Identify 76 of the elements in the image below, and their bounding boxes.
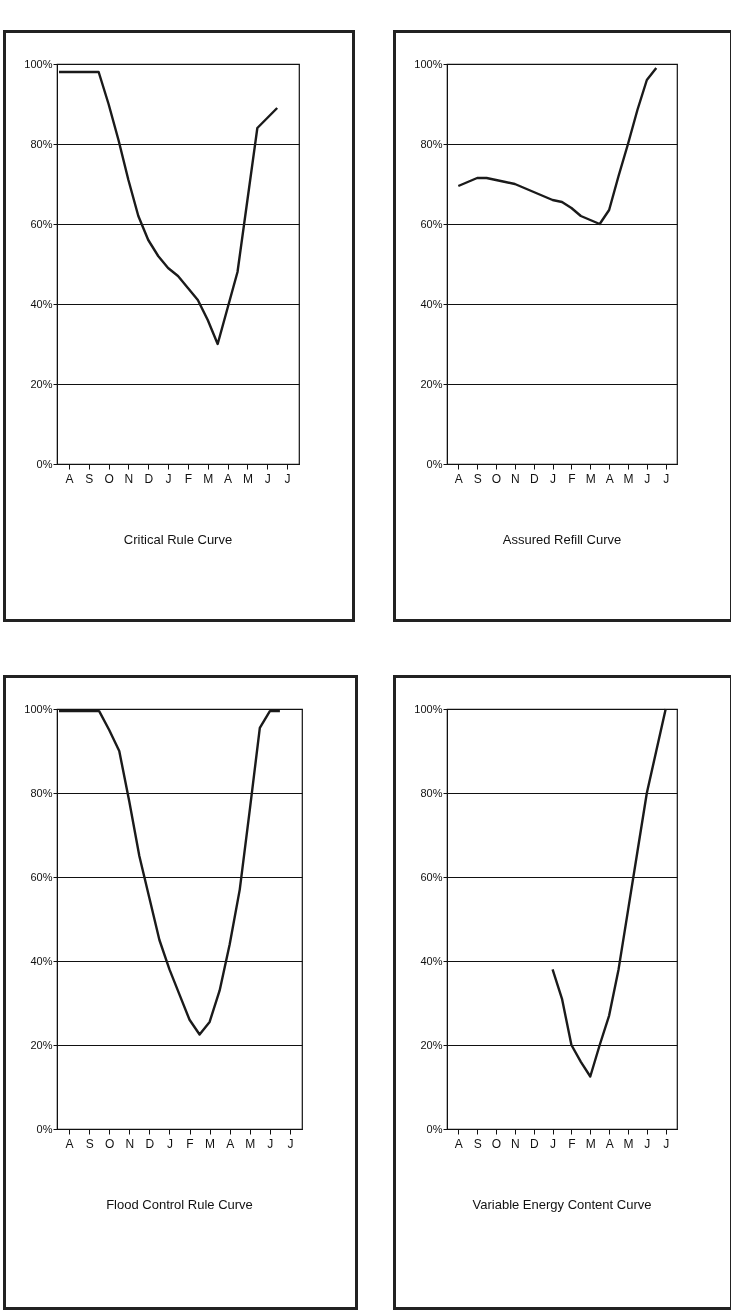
text: Flood Control Rule Curve: [106, 1197, 253, 1212]
y-tick-label: 20%: [30, 377, 53, 390]
x-tick-label: M: [205, 1136, 216, 1151]
y-tick-label: 20%: [30, 1038, 53, 1051]
x-tick-label: M: [623, 1136, 634, 1151]
x-tick-label: A: [224, 471, 233, 486]
y-tick-label: 0%: [426, 1122, 443, 1135]
x-tick-label: J: [165, 471, 172, 486]
x-tick-label: J: [166, 1136, 173, 1151]
x-tick-label: S: [473, 1136, 482, 1151]
x-tick-label: N: [511, 1136, 520, 1151]
x-tick-label: A: [454, 471, 463, 486]
y-tick-label: 40%: [420, 297, 443, 310]
text: Variable Energy Content Curve: [472, 1197, 652, 1212]
y-tick-label: 80%: [420, 786, 443, 799]
y-tick-label: 60%: [420, 870, 443, 883]
x-tick-label: A: [605, 471, 614, 486]
x-tick-label: N: [511, 471, 520, 486]
y-tick-label: 80%: [420, 137, 443, 150]
x-tick-label: J: [644, 1136, 651, 1151]
x-tick-label: J: [663, 471, 670, 486]
x-tick-label: S: [85, 1136, 94, 1151]
y-tick-label: 20%: [420, 377, 443, 390]
x-tick-label: J: [644, 471, 651, 486]
y-tick-label: 80%: [30, 137, 53, 150]
x-tick-label: O: [491, 471, 502, 486]
x-tick-label: F: [184, 471, 193, 486]
x-tick-label: J: [267, 1136, 274, 1151]
x-tick-label: O: [104, 471, 114, 486]
x-tick-label: M: [203, 471, 214, 486]
x-tick-label: J: [287, 1136, 294, 1151]
x-tick-label: M: [242, 471, 253, 486]
y-tick-label: 100%: [24, 57, 53, 70]
x-tick-label: J: [264, 471, 271, 486]
y-tick-label: 40%: [30, 954, 53, 967]
x-tick-label: S: [473, 471, 482, 486]
text: Critical Rule Curve: [123, 532, 233, 547]
x-tick-label: A: [65, 471, 74, 486]
y-tick-label: 60%: [30, 217, 53, 230]
y-tick-label: 100%: [414, 702, 443, 715]
x-tick-label: M: [245, 1136, 256, 1151]
y-tick-label: 100%: [24, 702, 53, 715]
x-tick-label: D: [144, 471, 154, 486]
x-tick-label: A: [605, 1136, 614, 1151]
y-tick-label: 40%: [420, 954, 443, 967]
x-tick-label: S: [85, 471, 94, 486]
x-tick-label: J: [550, 471, 557, 486]
x-tick-label: D: [529, 471, 539, 486]
x-tick-label: D: [529, 1136, 539, 1151]
x-tick-label: A: [65, 1136, 74, 1151]
x-tick-label: M: [623, 471, 634, 486]
x-tick-label: N: [124, 471, 134, 486]
x-tick-label: O: [491, 1136, 502, 1151]
y-tick-label: 0%: [36, 1122, 53, 1135]
x-tick-label: F: [568, 471, 576, 486]
y-tick-label: 80%: [30, 786, 53, 799]
y-tick-label: 40%: [30, 297, 53, 310]
x-tick-label: O: [105, 1136, 115, 1151]
x-tick-label: M: [585, 1136, 596, 1151]
y-tick-label: 0%: [36, 457, 53, 470]
text: Assured Refill Curve: [502, 532, 622, 547]
x-tick-label: D: [145, 1136, 155, 1151]
x-tick-label: A: [454, 1136, 463, 1151]
y-tick-label: 100%: [414, 57, 443, 70]
x-tick-label: A: [226, 1136, 235, 1151]
x-tick-label: N: [125, 1136, 135, 1151]
x-tick-label: J: [663, 1136, 670, 1151]
y-tick-label: 20%: [420, 1038, 443, 1051]
y-tick-label: 60%: [420, 217, 443, 230]
x-tick-label: J: [550, 1136, 557, 1151]
y-tick-label: 60%: [30, 870, 53, 883]
x-tick-label: M: [585, 471, 596, 486]
x-tick-label: F: [568, 1136, 576, 1151]
x-tick-label: F: [186, 1136, 194, 1151]
y-tick-label: 0%: [426, 457, 443, 470]
x-tick-label: J: [284, 471, 291, 486]
